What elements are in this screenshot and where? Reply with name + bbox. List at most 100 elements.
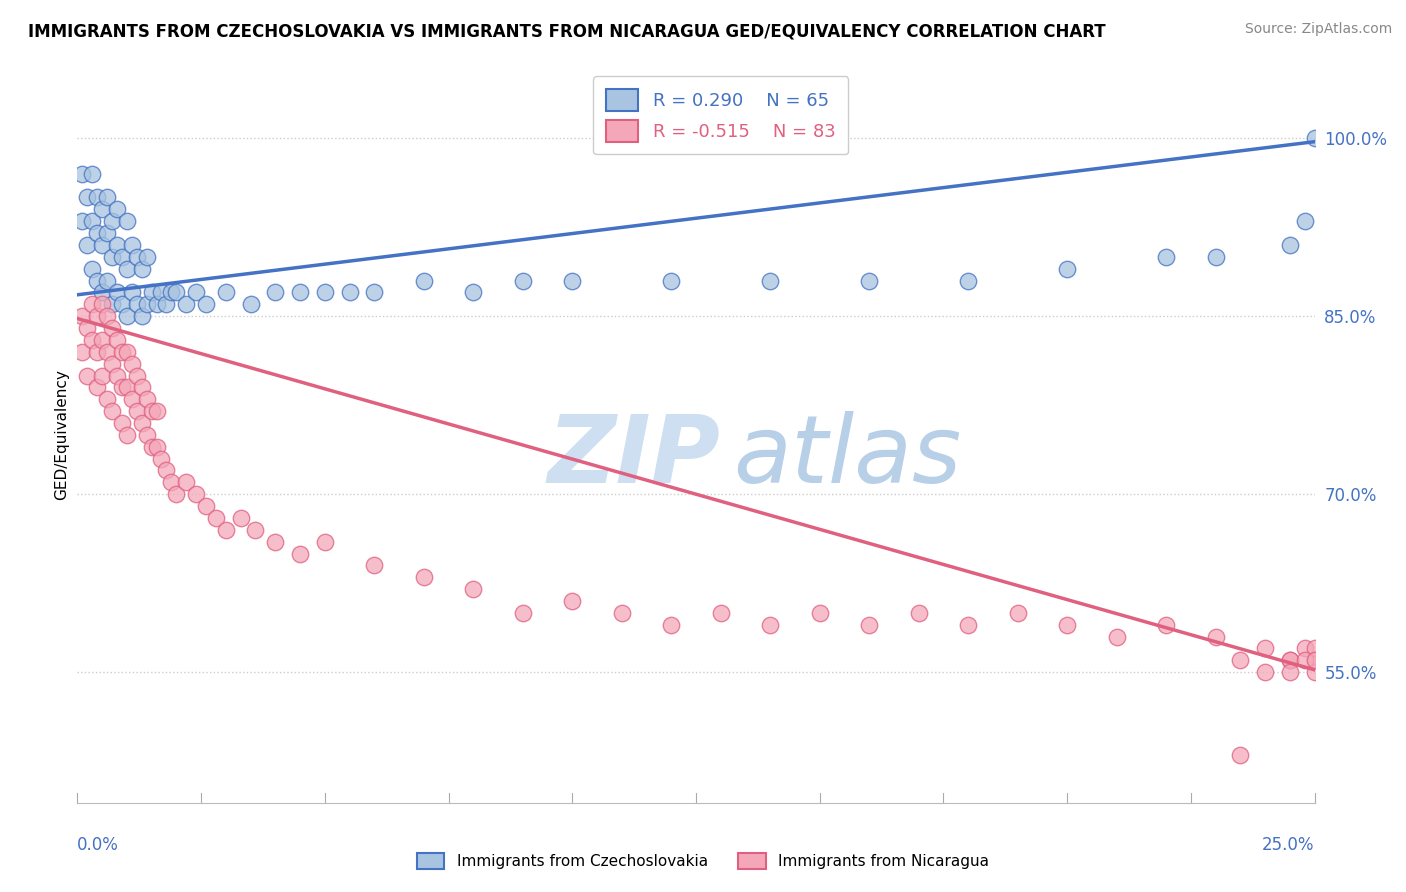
Point (101, 357, 124, 371)
Point (808, 606, 831, 620)
Point (165, 487, 187, 501)
Point (314, 285, 336, 300)
Point (141, 404, 163, 418)
Point (239, 297, 262, 311)
Point (101, 297, 124, 311)
Point (115, 344, 138, 359)
Point (121, 392, 143, 407)
Text: 0.0%: 0.0% (77, 836, 120, 854)
Point (363, 285, 385, 300)
Point (86, 274, 108, 288)
Legend: Immigrants from Czechoslovakia, Immigrants from Nicaragua: Immigrants from Czechoslovakia, Immigran… (411, 847, 995, 875)
Point (115, 261, 138, 276)
Point (135, 297, 157, 311)
Point (86, 344, 108, 359)
Point (1205, 250, 1227, 264)
Point (86, 309, 108, 323)
Point (111, 344, 134, 359)
Point (1278, 653, 1301, 667)
Point (76, 238, 98, 252)
Point (115, 309, 138, 323)
Point (184, 285, 207, 300)
Point (1294, 214, 1316, 228)
Point (145, 297, 167, 311)
Point (135, 250, 157, 264)
Point (82, 167, 104, 181)
Point (1056, 617, 1078, 632)
Point (1229, 748, 1251, 763)
Point (759, 274, 782, 288)
Point (1303, 131, 1326, 145)
Point (82, 297, 104, 311)
Point (91, 238, 114, 252)
Point (141, 440, 163, 454)
Point (101, 250, 124, 264)
Point (82, 333, 104, 347)
Point (72, 309, 94, 323)
Point (288, 285, 311, 300)
Point (125, 297, 148, 311)
Point (72, 167, 94, 181)
Point (1278, 665, 1301, 680)
Point (111, 297, 134, 311)
Point (115, 214, 138, 228)
Point (131, 380, 153, 394)
Point (659, 274, 682, 288)
Point (91, 333, 114, 347)
Point (76, 321, 98, 335)
Point (96, 190, 118, 204)
Point (155, 297, 177, 311)
Point (1056, 261, 1078, 276)
Point (160, 475, 183, 490)
Point (135, 428, 157, 442)
Point (245, 523, 267, 537)
Text: IMMIGRANTS FROM CZECHOSLOVAKIA VS IMMIGRANTS FROM NICARAGUA GED/EQUIVALENCY CORR: IMMIGRANTS FROM CZECHOSLOVAKIA VS IMMIGR… (28, 22, 1105, 40)
Text: Source: ZipAtlas.com: Source: ZipAtlas.com (1244, 22, 1392, 37)
Point (96, 274, 118, 288)
Point (145, 404, 167, 418)
Point (72, 214, 94, 228)
Point (121, 285, 143, 300)
Point (412, 274, 434, 288)
Point (131, 261, 153, 276)
Point (82, 214, 104, 228)
Point (858, 274, 880, 288)
Legend: R = 0.290    N = 65, R = -0.515    N = 83: R = 0.290 N = 65, R = -0.515 N = 83 (593, 76, 848, 154)
Point (174, 297, 197, 311)
Point (1154, 617, 1177, 632)
Y-axis label: GED/Equivalency: GED/Equivalency (53, 369, 69, 500)
Point (512, 274, 534, 288)
Point (184, 487, 207, 501)
Text: atlas: atlas (733, 411, 962, 502)
Point (135, 392, 157, 407)
Point (141, 285, 163, 300)
Point (1303, 653, 1326, 667)
Point (101, 321, 124, 335)
Point (125, 250, 148, 264)
Point (105, 285, 128, 300)
Point (195, 499, 218, 513)
Point (91, 297, 114, 311)
Point (561, 594, 583, 608)
Text: 25.0%: 25.0% (1263, 836, 1315, 854)
Point (215, 523, 238, 537)
Point (125, 404, 148, 418)
Point (131, 416, 153, 430)
Point (155, 463, 177, 477)
Point (1007, 606, 1029, 620)
Point (96, 392, 118, 407)
Point (165, 285, 187, 300)
Point (111, 250, 134, 264)
Point (160, 285, 183, 300)
Point (150, 285, 173, 300)
Point (710, 606, 733, 620)
Point (205, 511, 228, 525)
Point (1294, 641, 1316, 656)
Point (1254, 665, 1277, 680)
Point (314, 534, 336, 549)
Point (1294, 653, 1316, 667)
Point (91, 368, 114, 383)
Point (412, 570, 434, 584)
Point (86, 380, 108, 394)
Point (288, 547, 311, 561)
